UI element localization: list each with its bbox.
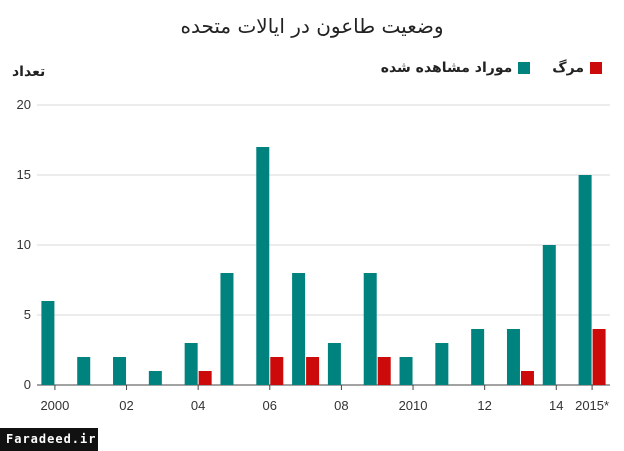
bar-observed [292, 273, 306, 385]
bar-deaths [592, 329, 606, 385]
legend-item-deaths: مرگ [552, 60, 602, 76]
bar-observed [184, 343, 198, 385]
legend-swatch-deaths [590, 62, 602, 74]
x-tick-label: 04 [191, 398, 205, 413]
watermark: Faradeed.ir [0, 428, 98, 451]
bar-observed [41, 301, 55, 385]
y-tick-label: 10 [17, 237, 31, 252]
x-tick-label: 08 [334, 398, 348, 413]
bar-observed [506, 329, 520, 385]
legend: موراد مشاهده شده مرگ [381, 60, 602, 76]
x-tick-label: 2010 [399, 398, 428, 413]
bar-observed [327, 343, 341, 385]
bar-deaths [520, 371, 534, 385]
bar-observed [578, 175, 592, 385]
x-tick-label: 12 [477, 398, 491, 413]
bar-deaths [306, 357, 320, 385]
bar-observed [542, 245, 556, 385]
chart-title: وضعیت طاعون در ایالات متحده [180, 14, 444, 38]
x-tick-label: 2015* [575, 398, 609, 413]
legend-label-deaths: مرگ [552, 60, 584, 76]
x-tick-label: 02 [119, 398, 133, 413]
x-tick-label: 06 [263, 398, 277, 413]
legend-label-observed: موراد مشاهده شده [380, 60, 513, 76]
x-tick-label: 14 [549, 398, 563, 413]
y-tick-label: 15 [17, 167, 31, 182]
y-axis-label: تعداد [12, 64, 46, 80]
bar-observed [256, 147, 270, 385]
bar-observed [77, 357, 91, 385]
bar-deaths [377, 357, 391, 385]
bar-observed [435, 343, 449, 385]
bar-observed [220, 273, 234, 385]
bar-deaths [270, 357, 284, 385]
y-tick-label: 20 [17, 97, 31, 112]
x-tick-label: 2000 [40, 398, 69, 413]
bar-observed [399, 357, 413, 385]
bar-observed [471, 329, 485, 385]
y-tick-label: 5 [24, 307, 31, 322]
bar-observed [113, 357, 127, 385]
legend-item-observed: موراد مشاهده شده [381, 60, 531, 76]
y-tick-label: 0 [24, 377, 31, 392]
bar-observed [363, 273, 377, 385]
bar-deaths [198, 371, 212, 385]
bar-observed [148, 371, 162, 385]
legend-swatch-observed [518, 62, 531, 74]
